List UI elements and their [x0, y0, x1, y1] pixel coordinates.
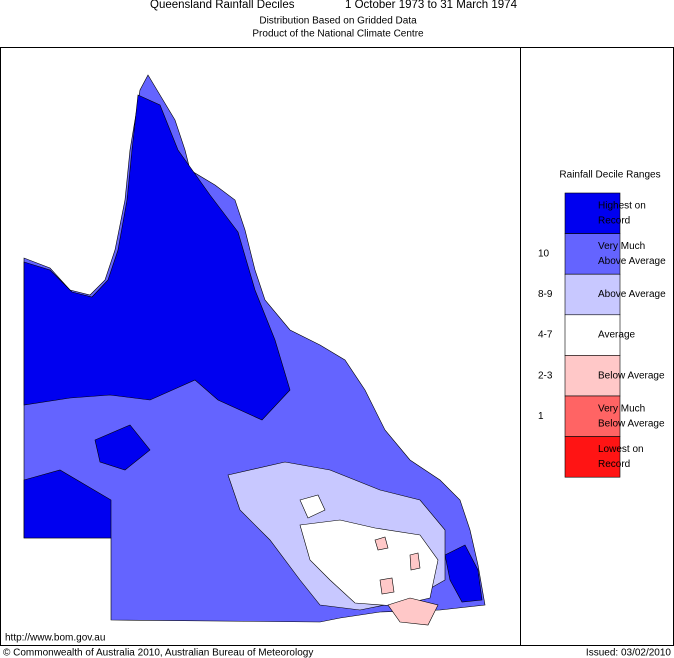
legend-label: Highest on: [598, 200, 646, 211]
legend: Highest on Record 10 Very Much Above Average…: [538, 192, 666, 478]
legend-label: Record: [598, 459, 630, 470]
legend-label: Lowest on: [598, 444, 644, 455]
legend-swatch: [564, 355, 621, 397]
below-region: [387, 597, 439, 626]
legend-swatch: [564, 395, 621, 437]
highest-region: [23, 469, 112, 539]
below-region: [374, 536, 389, 551]
legend-label: Very Much: [598, 241, 645, 252]
period: 1 October 1973 to 31 March 1974: [345, 0, 518, 11]
highest-region: [23, 94, 291, 421]
legend-range: 1: [538, 411, 544, 422]
legend-label: Above Average: [598, 289, 666, 300]
map: [23, 74, 486, 626]
below-region: [409, 552, 421, 571]
legend-label: Record: [598, 215, 630, 226]
legend-range: 2-3: [538, 370, 553, 381]
legend-label: Above Average: [598, 256, 666, 267]
legend-label: Below Average: [598, 370, 665, 381]
legend-swatch: [564, 273, 621, 316]
subtitle: Product of the National Climate Centre: [252, 29, 424, 40]
average-region: [299, 519, 439, 607]
average-region: [299, 494, 326, 519]
issued: Issued: 03/02/2010: [586, 648, 672, 658]
legend-swatch: [564, 192, 621, 234]
highest-region: [94, 424, 151, 471]
legend-label: Average: [598, 330, 636, 341]
subtitle: Distribution Based on Gridded Data: [259, 16, 417, 27]
legend-range: 8-9: [538, 289, 553, 300]
legend-swatch: [564, 233, 621, 275]
title: Queensland Rainfall Deciles: [150, 0, 295, 11]
url: http://www.bom.gov.au: [5, 633, 105, 644]
legend-swatch: [564, 436, 621, 478]
legend-range: 4-7: [538, 330, 553, 341]
below-region: [379, 577, 395, 595]
copyright: © Commonwealth of Australia 2010, Austra…: [3, 648, 313, 658]
legend-swatch: [564, 314, 621, 356]
legend-label: Very Much: [598, 403, 645, 414]
legend-range: 10: [538, 249, 550, 260]
legend-label: Below Average: [598, 418, 665, 429]
highest-region: [444, 544, 483, 603]
legend-title: Rainfall Decile Ranges: [559, 170, 660, 181]
